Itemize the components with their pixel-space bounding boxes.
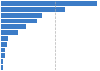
Bar xyxy=(1,13,42,18)
Bar xyxy=(1,42,7,47)
Bar xyxy=(1,53,5,58)
Bar xyxy=(1,19,37,23)
Bar xyxy=(1,59,3,64)
Bar xyxy=(1,48,5,52)
Bar xyxy=(1,30,18,35)
Bar xyxy=(1,7,65,12)
Bar xyxy=(1,1,97,6)
Bar xyxy=(1,36,8,41)
Bar xyxy=(1,65,3,70)
Bar xyxy=(1,24,26,29)
